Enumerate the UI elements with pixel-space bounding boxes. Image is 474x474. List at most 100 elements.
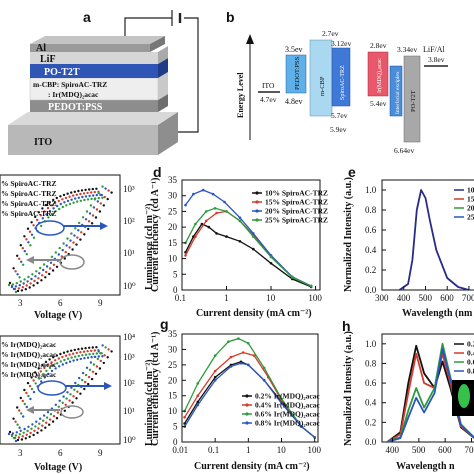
plot-h-ytick-label: 0.4	[365, 398, 377, 408]
plot-c-point	[49, 261, 53, 264]
plot-d-point	[204, 219, 208, 223]
plot-f-point	[66, 350, 69, 353]
plot-f-point	[32, 390, 36, 394]
plot-c-point	[66, 192, 69, 195]
plot-f-point	[26, 429, 29, 433]
plot-f-point	[52, 356, 55, 359]
plot-d-ytick-label: 35	[168, 175, 178, 185]
plot-d-legend-label: 20% SpiroAC-TRZ	[265, 207, 328, 216]
plot-f-legend-2: % Ir(MDQ)₂acac	[1, 350, 57, 359]
plot-f-point	[81, 378, 84, 382]
plot-g-frame	[181, 333, 319, 443]
plot-f-point	[97, 350, 100, 353]
plot-c-point	[90, 191, 93, 194]
lif-value: 3.8ev	[428, 55, 445, 64]
plot-f-point	[70, 349, 73, 352]
lif-name: LiF/Al	[423, 45, 446, 54]
plot-e-legend-label: 15%	[467, 195, 474, 204]
plot-h-xlabel: Wavelength n	[396, 461, 455, 472]
plot-f-point	[75, 351, 79, 355]
spiro-top-value: 3.12ev	[331, 39, 351, 48]
plot-c-ellipse-blue	[35, 220, 65, 236]
plot-c-point	[48, 209, 52, 213]
plot-f-point	[75, 397, 78, 400]
plot-c-point	[63, 257, 66, 260]
plot-f-point	[70, 356, 73, 359]
plot-c-point	[8, 281, 12, 285]
plot-c-ytick-3: 10²	[123, 216, 135, 226]
plot-g-point	[300, 425, 303, 428]
plot-d-series-line-3	[184, 189, 312, 287]
plot-f-point	[62, 351, 66, 354]
pedot-box	[285, 54, 307, 94]
mcbp-name: m-CBP	[319, 76, 326, 96]
plot-g-xtick-label: 1	[246, 445, 251, 455]
plot-f-point	[79, 357, 83, 361]
plot-f-point	[25, 433, 28, 436]
plot-c-point	[29, 282, 32, 285]
plot-f-legend-3: % Ir(MDQ)₂acac	[1, 360, 57, 369]
plot-g-ytick-label: 30	[168, 344, 178, 354]
plot-c-point	[23, 278, 26, 281]
plot-c-point	[30, 233, 34, 236]
plot-c-point	[12, 267, 15, 270]
plot-c-point	[74, 197, 77, 200]
plot-f-xtick-2: 6	[58, 448, 63, 458]
pedot-top-value: 3.5ev	[285, 45, 303, 54]
plot-f-point	[65, 361, 68, 365]
plot-c-point	[37, 277, 40, 280]
plot-f-point	[15, 431, 18, 434]
plot-c-point	[54, 210, 57, 213]
plot-f-point	[52, 415, 56, 418]
plot-c-point	[61, 248, 64, 252]
plot-c-point	[62, 242, 65, 245]
plot-f-point	[42, 414, 46, 417]
plot-d-point	[204, 210, 208, 213]
plot-c-point	[29, 244, 32, 247]
plot-f-point	[29, 431, 32, 435]
plot-c-point	[62, 193, 66, 197]
plot-c-point	[76, 200, 79, 203]
plot-c-point	[52, 263, 56, 266]
exciplex-name: Interfacial exciplex	[394, 71, 401, 114]
ito-layer-top	[8, 112, 178, 125]
plot-f-point	[98, 367, 102, 370]
plot-f-point	[44, 426, 47, 429]
plot-c-point	[16, 273, 19, 276]
plot-c-ylabel: Luminance (cd m⁻²)	[144, 203, 155, 290]
plot-g-legend-marker	[245, 421, 249, 425]
plot-f-point	[91, 346, 95, 349]
plot-c-point	[79, 192, 82, 196]
plot-c-point	[80, 231, 83, 234]
plot-f-arrowhead-gray	[26, 406, 34, 414]
plot-f-point	[41, 363, 44, 367]
plot-g-series-line-4	[184, 362, 316, 438]
plot-f-point	[73, 388, 76, 391]
plot-e-ylabel: Normalized Intensity (a.u.)	[343, 177, 354, 292]
plot-f-point	[39, 417, 42, 420]
plot-d-legend-marker	[255, 218, 259, 222]
plot-c-point	[71, 248, 74, 251]
plot-c-data	[7, 185, 113, 294]
plot-c-point	[39, 266, 42, 270]
plot-e-xtick-label: 600	[440, 293, 454, 303]
al-label: Al	[36, 43, 46, 54]
plot-f-xtick-3: 9	[98, 448, 103, 458]
ir-bottom-value: 5.4ev	[370, 99, 387, 108]
plot-f-ytick-1: 10⁰	[123, 435, 136, 445]
plot-d-point	[252, 247, 255, 251]
plot-c-point	[91, 187, 95, 191]
plot-c-point	[40, 224, 43, 228]
plot-c-point	[50, 204, 53, 207]
plot-c-point	[88, 212, 92, 215]
plot-c-point	[84, 218, 88, 221]
plot-g-ytick-label: 35	[168, 329, 178, 339]
plot-f-point	[90, 356, 93, 359]
plot-c-point	[68, 202, 72, 206]
plot-f-point	[96, 357, 100, 361]
plot-c-point	[102, 204, 106, 207]
plot-d-legend-marker	[255, 191, 259, 195]
plot-c-point	[18, 284, 21, 287]
plot-f-arrowhead-blue	[104, 382, 112, 390]
plot-e-legend-label: 25%	[467, 213, 474, 222]
